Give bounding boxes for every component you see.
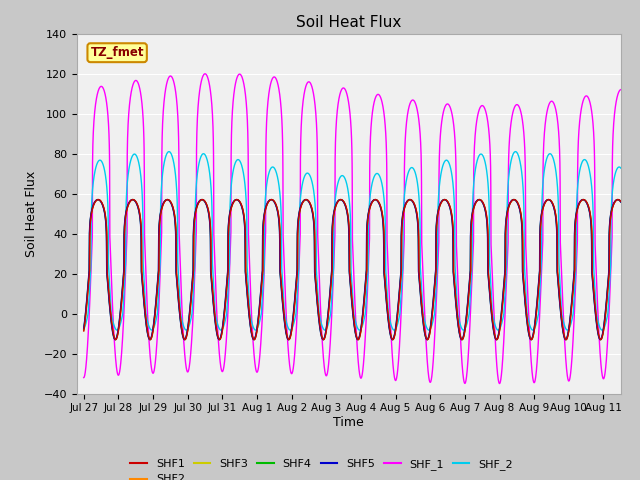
SHF5 [617, 199, 625, 205]
SHF5 [429, 299, 437, 304]
SHF3 [429, 301, 437, 307]
SHF5 [522, 305, 529, 311]
SHF_1 [495, 381, 503, 386]
SHF1 [481, 204, 488, 209]
Line: SHF_1: SHF_1 [84, 74, 621, 384]
SHF_2 [402, 180, 410, 186]
SHF_1 [402, 126, 410, 132]
SHF5 [285, 336, 293, 342]
SHF3 [481, 204, 488, 210]
SHF4 [522, 303, 529, 309]
SHF3 [177, 324, 185, 330]
SHF_2 [148, 327, 156, 333]
Line: SHF4: SHF4 [84, 200, 621, 339]
SHF3 [402, 201, 410, 206]
SHF3 [111, 336, 119, 342]
SHF5 [129, 197, 136, 203]
SHF_2 [511, 149, 519, 155]
SHF3 [617, 199, 625, 204]
Legend: SHF1, SHF2, SHF3, SHF4, SHF5, SHF_1, SHF_2: SHF1, SHF2, SHF3, SHF4, SHF5, SHF_1, SHF… [126, 455, 517, 480]
SHF5 [458, 336, 465, 342]
SHF_1 [177, 289, 185, 295]
Line: SHF2: SHF2 [84, 200, 621, 339]
SHF_1 [201, 71, 209, 77]
SHF_2 [80, 326, 88, 332]
SHF5 [402, 200, 410, 206]
SHF4 [80, 326, 88, 332]
Line: SHF_2: SHF_2 [84, 152, 621, 330]
SHF1 [522, 299, 529, 305]
SHF4 [111, 336, 119, 342]
SHF_1 [522, 200, 529, 205]
SHF1 [198, 197, 206, 203]
SHF4 [481, 205, 488, 211]
SHF2 [402, 201, 410, 207]
SHF4 [177, 325, 185, 331]
SHF5 [177, 326, 185, 332]
Title: Soil Heat Flux: Soil Heat Flux [296, 15, 401, 30]
X-axis label: Time: Time [333, 416, 364, 429]
SHF4 [371, 197, 379, 203]
Line: SHF5: SHF5 [84, 200, 621, 339]
SHF_2 [285, 326, 293, 332]
SHF_1 [80, 375, 88, 381]
SHF3 [80, 327, 88, 333]
SHF_2 [177, 315, 185, 321]
SHF_1 [429, 360, 437, 365]
SHF4 [285, 336, 293, 342]
SHF_1 [481, 105, 488, 111]
SHF1 [597, 336, 605, 342]
SHF2 [80, 328, 88, 334]
SHF_2 [429, 318, 437, 324]
Text: TZ_fmet: TZ_fmet [90, 46, 144, 59]
SHF2 [617, 199, 625, 204]
SHF1 [402, 201, 410, 207]
SHF1 [80, 328, 88, 334]
SHF4 [617, 199, 625, 204]
SHF3 [441, 197, 449, 203]
SHF_1 [285, 357, 293, 362]
SHF5 [80, 325, 88, 331]
SHF_2 [481, 157, 488, 163]
SHF1 [177, 322, 185, 328]
SHF2 [285, 336, 293, 342]
SHF4 [429, 299, 437, 304]
SHF_2 [617, 165, 625, 171]
SHF3 [285, 336, 293, 342]
SHF1 [617, 199, 625, 204]
SHF_2 [522, 283, 529, 289]
Y-axis label: Soil Heat Flux: Soil Heat Flux [25, 170, 38, 257]
SHF2 [510, 197, 518, 203]
SHF2 [177, 324, 185, 329]
SHF3 [522, 302, 529, 308]
SHF4 [402, 200, 410, 206]
SHF1 [429, 303, 437, 309]
SHF2 [429, 302, 437, 308]
SHF2 [522, 301, 529, 307]
Line: SHF3: SHF3 [84, 200, 621, 339]
SHF5 [481, 205, 488, 211]
SHF1 [285, 336, 293, 342]
Line: SHF1: SHF1 [84, 200, 621, 339]
SHF2 [481, 204, 488, 210]
SHF_1 [617, 87, 625, 93]
SHF2 [112, 336, 120, 342]
